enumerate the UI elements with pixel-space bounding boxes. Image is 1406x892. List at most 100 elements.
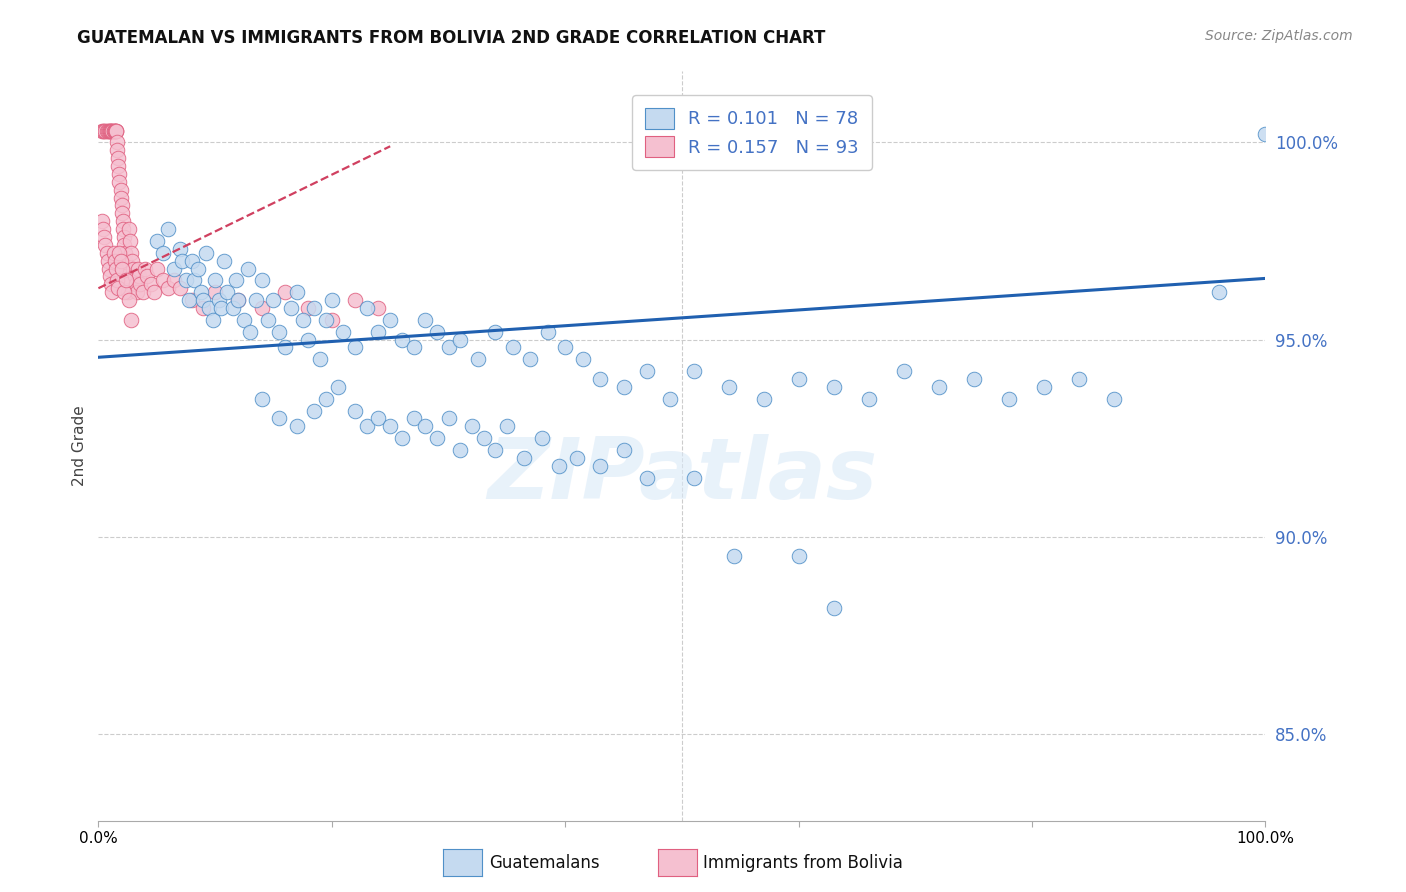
Point [228, 293, 250, 307]
Point [274, 285, 297, 300]
Point [297, 333, 319, 347]
Point [1254, 128, 1277, 142]
Point [413, 419, 436, 434]
Point [752, 392, 775, 406]
Point [321, 293, 343, 307]
Point [114, 253, 136, 268]
Point [104, 253, 127, 268]
Point [682, 470, 704, 484]
Point [93, 230, 115, 244]
Point [103, 123, 125, 137]
Point [367, 325, 389, 339]
Point [105, 136, 128, 150]
Point [91, 123, 114, 137]
Point [146, 261, 169, 276]
Point [90, 123, 112, 137]
Point [256, 313, 278, 327]
Point [467, 352, 489, 367]
Point [117, 285, 139, 300]
Point [367, 301, 389, 315]
Point [787, 549, 810, 564]
Point [124, 269, 146, 284]
Point [496, 419, 519, 434]
Point [111, 214, 134, 228]
Point [437, 411, 460, 425]
Point [613, 380, 636, 394]
Point [104, 123, 127, 137]
Point [537, 325, 560, 339]
Point [108, 245, 131, 260]
Point [565, 450, 588, 465]
Point [118, 293, 141, 307]
Point [214, 253, 236, 268]
Point [1032, 380, 1054, 394]
Point [107, 159, 129, 173]
Point [118, 234, 141, 248]
Point [413, 313, 436, 327]
Point [174, 273, 197, 287]
Point [183, 273, 205, 287]
Point [93, 123, 115, 137]
Point [163, 261, 186, 276]
Point [201, 313, 224, 327]
Point [198, 301, 221, 315]
Point [193, 301, 215, 315]
Point [204, 273, 226, 287]
Point [104, 123, 127, 137]
Point [207, 293, 229, 307]
Point [120, 245, 142, 260]
Point [589, 372, 612, 386]
Point [280, 301, 302, 315]
Point [103, 245, 125, 260]
Point [110, 190, 132, 204]
Point [928, 380, 950, 394]
Point [157, 222, 180, 236]
Point [163, 273, 186, 287]
Point [449, 333, 471, 347]
Point [285, 285, 308, 300]
Point [723, 549, 745, 564]
Point [101, 123, 124, 137]
Point [108, 175, 131, 189]
Point [96, 123, 118, 137]
Point [225, 273, 247, 287]
Point [104, 123, 127, 137]
Point [120, 313, 142, 327]
Point [97, 253, 120, 268]
Point [239, 325, 262, 339]
Point [215, 285, 238, 300]
Point [472, 431, 495, 445]
Point [519, 352, 541, 367]
Point [132, 285, 155, 300]
Point [179, 293, 201, 307]
Point [997, 392, 1019, 406]
Text: GUATEMALAN VS IMMIGRANTS FROM BOLIVIA 2ND GRADE CORRELATION CHART: GUATEMALAN VS IMMIGRANTS FROM BOLIVIA 2N… [77, 29, 825, 46]
Point [356, 301, 378, 315]
Point [97, 123, 120, 137]
Point [636, 364, 658, 378]
Point [111, 222, 134, 236]
Point [858, 392, 880, 406]
Point [115, 269, 138, 284]
Point [107, 151, 129, 165]
Point [236, 261, 259, 276]
Point [117, 277, 139, 292]
Point [136, 269, 159, 284]
Point [717, 380, 740, 394]
Point [787, 372, 810, 386]
Point [291, 313, 314, 327]
Point [122, 261, 145, 276]
Point [250, 301, 273, 315]
Point [344, 340, 367, 354]
Point [437, 340, 460, 354]
Point [180, 253, 202, 268]
Text: Guatemalans: Guatemalans [489, 854, 600, 871]
Point [104, 123, 127, 137]
Point [125, 285, 148, 300]
Point [356, 419, 378, 434]
Point [94, 123, 117, 137]
Point [484, 325, 506, 339]
Point [391, 333, 413, 347]
Point [152, 245, 174, 260]
Point [548, 458, 571, 473]
